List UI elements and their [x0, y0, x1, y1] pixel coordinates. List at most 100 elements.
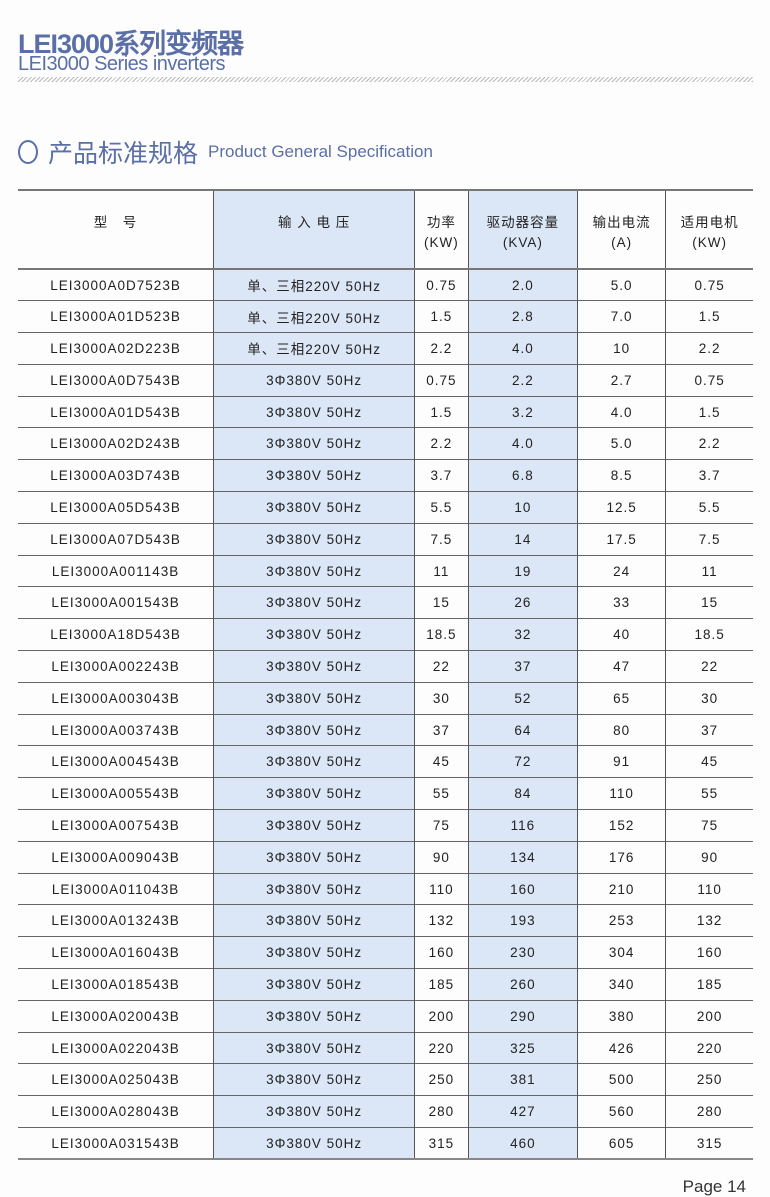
- table-cell: LEI3000A18D543B: [50, 627, 181, 643]
- table-row: LEI3000A002243B 3Φ380V 50Hz 22 37 47 22: [18, 650, 753, 683]
- spec-table: 型 号 输 入 电 压 功率 (KW) 驱动器容量 (KVA) 输出电流 (A) 适用电机 (KW…: [18, 189, 753, 1160]
- table-cell: 3Φ380V 50Hz: [213, 714, 415, 746]
- table-cell: 230: [467, 936, 578, 969]
- table-row: LEI3000A001143B 3Φ380V 50Hz 11 19 24 11: [18, 555, 753, 587]
- table-cell: 380: [577, 1000, 666, 1033]
- table-cell: 90: [414, 841, 469, 874]
- table-cell: 7.5: [665, 523, 753, 556]
- table-cell: 30: [665, 682, 753, 715]
- table-cell: 1.5: [414, 396, 469, 428]
- table-row: LEI3000A009043B 3Φ380V 50Hz 90 134 176 90: [18, 841, 753, 874]
- table-row: LEI3000A025043B 3Φ380V 50Hz 250 381 500 250: [18, 1063, 753, 1096]
- table-cell: LEI3000A020043B: [51, 1008, 180, 1024]
- table-row: LEI3000A03D743B 3Φ380V 50Hz 3.7 6.8 8.5 3.7: [18, 459, 753, 492]
- table-cell: LEI3000A025043B: [51, 1072, 180, 1088]
- table-cell: 3Φ380V 50Hz: [213, 1127, 415, 1160]
- table-cell: 33: [577, 586, 666, 619]
- table-cell: 5.5: [414, 491, 469, 524]
- table-cell: 52: [467, 682, 578, 715]
- table-cell: LEI3000A01D543B: [50, 404, 181, 420]
- table-cell: 37: [414, 714, 469, 746]
- table-cell: 11: [665, 555, 753, 587]
- table-cell: 18.5: [414, 618, 469, 651]
- table-cell: 3Φ380V 50Hz: [213, 777, 415, 810]
- table-row: LEI3000A07D543B 3Φ380V 50Hz 7.5 14 17.5 7.5: [18, 523, 753, 556]
- table-cell: LEI3000A005543B: [51, 786, 180, 802]
- column-header: 功率 (KW): [414, 190, 469, 269]
- table-cell: 15: [414, 586, 469, 619]
- table-cell: LEI3000A009043B: [51, 849, 180, 865]
- table-cell: 2.8: [467, 300, 578, 333]
- table-cell: 1.5: [665, 300, 753, 333]
- table-cell: 3Φ380V 50Hz: [213, 936, 415, 969]
- section-title-cn: 产品标准规格: [48, 140, 199, 168]
- table-row: LEI3000A003743B 3Φ380V 50Hz 37 64 80 37: [18, 714, 753, 746]
- table-cell: 160: [467, 873, 578, 905]
- table-row: LEI3000A05D543B 3Φ380V 50Hz 5.5 10 12.5 5.5: [18, 491, 753, 524]
- table-cell: 26: [467, 586, 578, 619]
- table-cell: 10: [577, 332, 666, 365]
- table-header-row: 型 号 输 入 电 压 功率 (KW) 驱动器容量 (KVA) 输出电流 (A) 适用电机 (KW…: [18, 190, 753, 269]
- section-title-en: Product General Specification: [208, 142, 433, 161]
- column-header: 输出电流 (A): [577, 190, 666, 269]
- table-row: LEI3000A0D7543B 3Φ380V 50Hz 0.75 2.2 2.7 0.75: [18, 364, 753, 397]
- table-cell: 12.5: [577, 491, 666, 524]
- table-cell: LEI3000A022043B: [51, 1040, 180, 1056]
- table-cell: LEI3000A004543B: [51, 754, 180, 770]
- table-cell: LEI3000A003043B: [51, 690, 180, 706]
- document-title-en: LEI3000 Series inverters: [18, 53, 226, 75]
- table-cell: 单、三相220V 50Hz: [213, 269, 415, 301]
- table-cell: 3Φ380V 50Hz: [213, 555, 415, 587]
- table-cell: 2.2: [414, 427, 469, 460]
- table-cell: 0.75: [414, 364, 469, 397]
- table-cell: LEI3000A016043B: [51, 945, 180, 961]
- table-cell: 340: [577, 968, 666, 1001]
- table-cell: 3Φ380V 50Hz: [213, 491, 415, 524]
- table-cell: LEI3000A018543B: [51, 976, 180, 992]
- table-cell: 152: [577, 809, 666, 842]
- column-header-line: 驱动器容量: [486, 215, 560, 230]
- table-cell: 3Φ380V 50Hz: [213, 396, 415, 428]
- table-cell: 3.7: [414, 459, 469, 492]
- table-cell: 3Φ380V 50Hz: [213, 682, 415, 715]
- table-cell: 3Φ380V 50Hz: [213, 968, 415, 1001]
- table-cell: 0.75: [414, 269, 469, 301]
- table-row: LEI3000A02D243B 3Φ380V 50Hz 2.2 4.0 5.0 2.2: [18, 427, 753, 460]
- table-cell: LEI3000A013243B: [51, 913, 180, 929]
- table-cell: 4.0: [467, 332, 578, 365]
- table-cell: 315: [414, 1127, 469, 1160]
- table-cell: 64: [467, 714, 578, 746]
- table-cell: 1.5: [665, 396, 753, 428]
- table-cell: LEI3000A02D243B: [50, 436, 181, 452]
- table-cell: 280: [414, 1095, 469, 1128]
- table-cell: 160: [665, 936, 753, 969]
- table-cell: 84: [467, 777, 578, 810]
- column-header: 型 号: [18, 190, 214, 269]
- page-number: Page 14: [682, 1177, 746, 1196]
- table-cell: 22: [414, 650, 469, 683]
- table-cell: 3.7: [665, 459, 753, 492]
- table-cell: LEI3000A001143B: [51, 563, 180, 579]
- table-cell: 24: [577, 555, 666, 587]
- table-row: LEI3000A013243B 3Φ380V 50Hz 132 193 253 132: [18, 904, 753, 937]
- table-cell: 3Φ380V 50Hz: [213, 586, 415, 619]
- table-cell: 220: [414, 1032, 469, 1064]
- column-header: 驱动器容量 (KVA): [467, 190, 578, 269]
- table-row: LEI3000A016043B 3Φ380V 50Hz 160 230 304 160: [18, 936, 753, 969]
- table-cell: 1.5: [414, 300, 469, 333]
- table-cell: 11: [414, 555, 469, 587]
- table-cell: 45: [414, 745, 469, 778]
- column-header-line: 输出电流: [592, 215, 651, 230]
- table-cell: 3Φ380V 50Hz: [213, 523, 415, 556]
- table-row: LEI3000A01D523B 单、三相220V 50Hz 1.5 2.8 7.0 1.5: [18, 300, 753, 333]
- table-cell: 72: [467, 745, 578, 778]
- table-cell: 37: [665, 714, 753, 746]
- table-cell: LEI3000A05D543B: [50, 499, 181, 515]
- circle-icon: [18, 140, 38, 164]
- table-cell: 3.2: [467, 396, 578, 428]
- table-cell: 260: [467, 968, 578, 1001]
- table-cell: 200: [665, 1000, 753, 1033]
- table-cell: 500: [577, 1063, 666, 1096]
- table-cell: 220: [665, 1032, 753, 1064]
- table-cell: 3Φ380V 50Hz: [213, 745, 415, 778]
